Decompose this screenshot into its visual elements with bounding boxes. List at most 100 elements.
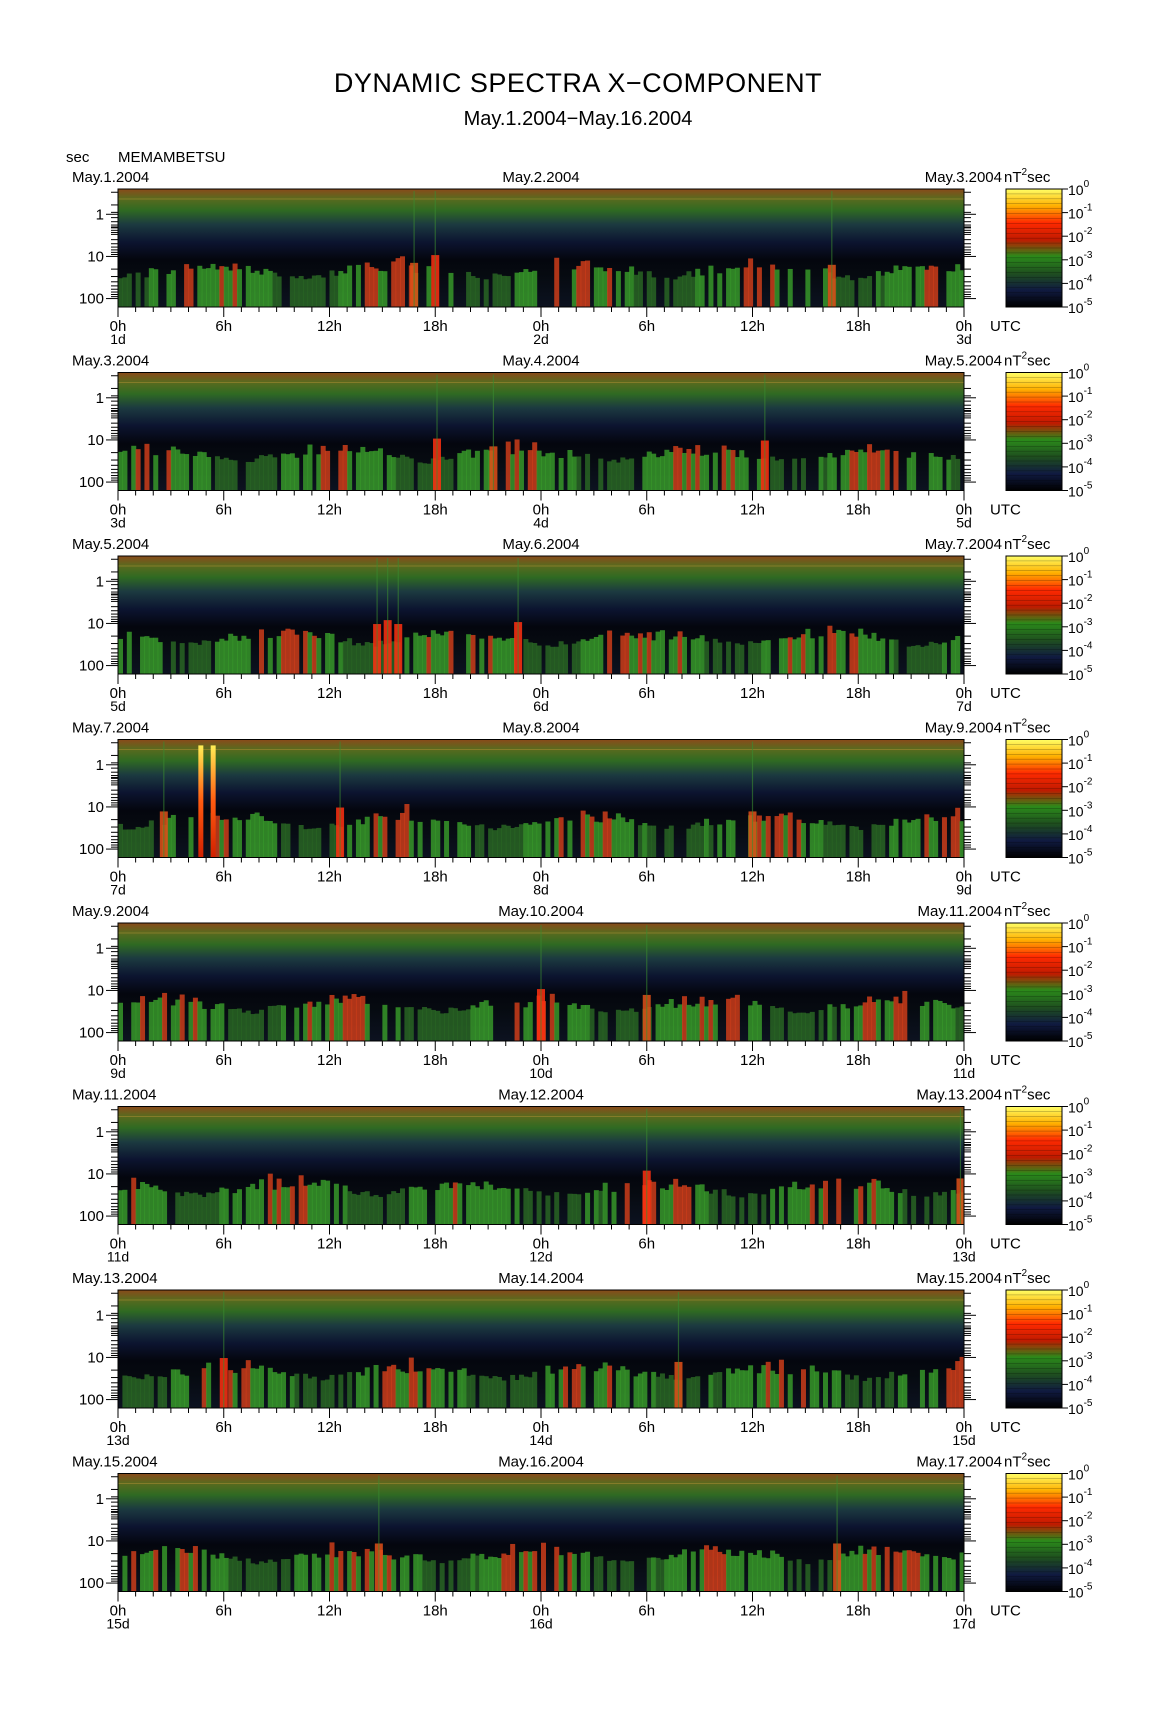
activity-column (756, 1373, 762, 1408)
activity-column (527, 450, 533, 491)
activity-column (615, 1009, 621, 1041)
activity-column (558, 1555, 564, 1592)
activity-column (721, 445, 727, 491)
activity-column (792, 1181, 798, 1225)
activity-column (580, 810, 586, 858)
activity-column (272, 457, 278, 491)
activity-column (382, 1371, 388, 1408)
activity-column (541, 1542, 547, 1592)
activity-column (250, 462, 256, 491)
x-tick-label: 6h (638, 318, 655, 335)
activity-column (774, 269, 780, 307)
colorbar-tick-label: 100 (1068, 913, 1090, 932)
activity-column (386, 1194, 392, 1225)
activity-column (448, 458, 454, 491)
activity-column (422, 635, 428, 674)
y-tick-label: 100 (79, 1025, 104, 1042)
activity-column (761, 820, 767, 858)
activity-column (197, 644, 203, 674)
spectrogram (118, 372, 964, 491)
activity-column (576, 1364, 582, 1408)
activity-column (373, 1195, 379, 1225)
activity-column (457, 1560, 463, 1592)
x-tick-label: 12h (740, 318, 765, 335)
activity-column (933, 1369, 939, 1408)
activity-column (726, 1195, 732, 1225)
activity-column (386, 455, 392, 491)
spectrogram (118, 1473, 964, 1592)
colorbar-tick-label: 10-1 (1068, 1120, 1093, 1139)
activity-column (228, 270, 234, 307)
activity-column (620, 457, 626, 491)
activity-column (933, 820, 939, 858)
activity-column (461, 450, 467, 491)
activity-column (827, 1004, 833, 1041)
activity-column (254, 1368, 260, 1408)
x-tick-label: 12h (317, 1419, 342, 1436)
activity-column (400, 1188, 406, 1225)
activity-column (884, 1000, 890, 1041)
activity-column (303, 1185, 309, 1225)
activity-column (263, 1562, 269, 1592)
x-tick-label: 18h (423, 685, 448, 702)
activity-column (170, 1369, 176, 1408)
x-tick-label: 12h (740, 685, 765, 702)
activity-column (717, 273, 723, 307)
activity-column (748, 258, 754, 307)
activity-column (734, 267, 740, 307)
x-tick-label: 0h (956, 1236, 973, 1253)
activity-column (545, 1195, 551, 1225)
activity-column (523, 1188, 529, 1225)
activity-column (289, 1186, 295, 1225)
x-tick-label: 12h (317, 1236, 342, 1253)
activity-column (250, 1368, 256, 1408)
activity-column (488, 1378, 494, 1408)
activity-column (408, 1007, 414, 1041)
activity-column (325, 633, 331, 674)
activity-column (571, 1193, 577, 1225)
x-tick-label: 18h (846, 685, 871, 702)
colorbar-unit-label: nT2sec (1004, 534, 1051, 553)
activity-column (871, 824, 877, 858)
activity-column (862, 1002, 868, 1041)
activity-column (435, 820, 441, 858)
station-name: MEMAMBETSU (118, 149, 226, 166)
activity-column (347, 1191, 353, 1225)
chart-subtitle: May.1.2004−May.16.2004 (463, 108, 693, 130)
x-tick-label: 18h (846, 1052, 871, 1069)
activity-column (730, 1373, 736, 1408)
activity-column (417, 635, 423, 674)
activity-column (884, 1188, 890, 1225)
activity-column (699, 1549, 705, 1592)
activity-column (360, 1375, 366, 1408)
activity-column (919, 266, 925, 307)
panel-date-right: May.13.2004 (916, 1087, 1002, 1104)
activity-column (884, 271, 890, 307)
activity-column (448, 1371, 454, 1408)
activity-column (281, 823, 287, 858)
activity-column (276, 1005, 282, 1041)
activity-column (201, 1368, 207, 1408)
activity-column (875, 1377, 881, 1408)
activity-column (413, 1371, 419, 1408)
activity-column (122, 1189, 128, 1225)
activity-column (585, 814, 591, 858)
activity-column (474, 1007, 480, 1041)
activity-column (285, 1559, 291, 1592)
activity-column (862, 278, 868, 307)
day-label: 7d (956, 698, 972, 714)
activity-column (708, 1374, 714, 1408)
activity-column (902, 1374, 908, 1408)
activity-column (752, 1554, 758, 1592)
activity-column (386, 1555, 392, 1592)
activity-column (232, 1556, 238, 1592)
y-tick-label: 10 (87, 432, 104, 449)
spectra-panel-6: May.11.2004 May.12.2004 May.13.2004 nT2sec 1… (72, 1085, 1093, 1265)
activity-column (532, 1551, 538, 1592)
activity-column (673, 636, 679, 674)
panel-date-mid: May.2.2004 (502, 169, 579, 186)
activity-column (778, 1007, 784, 1041)
activity-column (950, 1008, 956, 1041)
activity-column (219, 459, 225, 491)
